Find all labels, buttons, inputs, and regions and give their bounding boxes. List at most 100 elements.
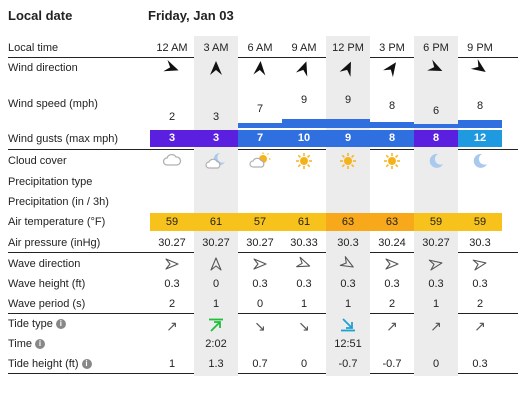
wave-period-value: 1 [212,298,220,310]
air-pressure-value: 30.27 [422,237,450,249]
time-header: 9 PM [467,42,493,54]
local-date-label: Local date [8,8,73,23]
tide-high-icon [194,318,238,335]
tide-height-value: -0.7 [382,358,402,370]
time-header: 12 PM [332,42,364,54]
wind-speed-bar [414,124,458,128]
info-icon[interactable]: i [35,339,46,350]
wind-speed-bar [238,123,282,128]
wind-gust-badge: 3 [194,130,238,147]
wind-speed-value: 6 [432,105,440,117]
weather-sun-icon [326,152,370,173]
wave-period-value: 1 [300,298,308,310]
wind-speed-value: 2 [168,111,176,123]
air-pressure-value: 30.3 [337,237,359,249]
row-label-wind-gusts: Wind gusts (max mph) [8,133,119,145]
divider [8,57,518,58]
wave-height-value: 0.3 [164,278,180,290]
weather-sun-icon [282,152,326,173]
tide-height-value: 0.7 [252,358,268,370]
air-pressure-value: 30.27 [158,237,186,249]
wind-gust-badge: 8 [414,130,458,147]
wind-speed-value: 7 [256,103,264,115]
wave-direction-arrow-icon [150,257,194,273]
wave-period-value: 1 [344,298,352,310]
weather-moon-icon [414,152,458,173]
tide-height-value: 0 [432,358,440,370]
tide-arrow-icon: ↗ [386,318,398,334]
tide-height-value: 1 [168,358,176,370]
time-header: 6 PM [423,42,449,54]
column-shade [326,36,370,376]
wave-height-value: 0 [212,278,220,290]
wind-direction-arrow-icon [194,60,238,79]
tide-arrow-icon: ↗ [474,318,486,334]
air-temperature-value: 59 [458,213,502,231]
air-temperature-value: 59 [414,213,458,231]
date-heading: Friday, Jan 03 [148,8,234,23]
wave-height-value: 0.3 [252,278,268,290]
info-icon[interactable]: i [81,359,92,370]
wind-speed-value: 9 [344,94,352,106]
row-label-precip: Precipitation (in / 3h) [8,196,109,208]
wind-gust-badge: 10 [282,130,326,147]
divider [8,252,518,253]
wave-period-value: 2 [476,298,484,310]
weather-partly-day-icon [238,152,282,173]
wave-direction-arrow-icon [194,257,238,273]
wind-speed-value: 3 [212,111,220,123]
column-shade [414,36,458,376]
wind-direction-arrow-icon [458,59,502,79]
wind-speed-bar [458,120,502,128]
air-temperature-value: 63 [326,213,370,231]
wind-direction-arrow-icon [282,60,326,79]
tide-time-value: 2:02 [205,338,227,350]
air-temperature-value: 59 [150,213,194,231]
wave-direction-arrow-icon [326,256,370,273]
row-label-wave-direction: Wave direction [8,258,81,270]
time-header: 9 AM [291,42,317,54]
row-label-air-pressure: Air pressure (inHg) [8,237,101,249]
row-label-wind-speed: Wind speed (mph) [8,98,98,110]
tide-height-text: Tide height (ft) [8,358,79,370]
air-temperature-value: 61 [282,213,326,231]
wave-period-value: 1 [432,298,440,310]
wave-height-value: 0.3 [472,278,488,290]
wind-direction-arrow-icon [370,60,414,79]
wind-direction-arrow-icon [326,60,370,79]
wave-period-value: 2 [388,298,396,310]
tide-type-text: Tide type [8,318,53,330]
air-pressure-value: 30.27 [246,237,274,249]
tide-height-value: -0.7 [338,358,358,370]
time-text: Time [8,338,33,350]
info-icon[interactable]: i [55,319,66,330]
row-label-air-temp: Air temperature (°F) [8,216,106,228]
wind-speed-bar [326,119,370,128]
time-header: 12 AM [156,42,188,54]
wave-height-value: 0.3 [296,278,312,290]
wave-height-value: 0.3 [384,278,400,290]
tide-arrow-icon: ↗ [166,318,178,334]
row-label-time: Time i [8,338,46,350]
air-pressure-value: 30.24 [378,237,406,249]
wave-direction-arrow-icon [282,256,326,273]
wave-direction-arrow-icon [414,257,458,273]
wind-speed-bar [282,119,326,128]
tide-height-value: 0 [300,358,308,370]
time-header: 3 PM [379,42,405,54]
row-label-wind-direction: Wind direction [8,62,78,74]
time-header: 3 AM [203,42,229,54]
wind-speed-value: 8 [476,100,484,112]
wind-direction-arrow-icon [150,59,194,79]
tide-low-icon [326,318,370,335]
row-label-tide-height: Tide height (ft) i [8,358,92,370]
wave-height-value: 0.3 [340,278,356,290]
wind-gust-badge: 9 [326,130,370,147]
row-label-precip-type: Precipitation type [8,176,93,188]
row-label-wave-height: Wave height (ft) [8,278,86,290]
air-pressure-value: 30.33 [290,237,318,249]
air-temperature-value: 57 [238,213,282,231]
tide-arrow-icon: ↗ [430,318,442,334]
divider [8,313,518,314]
